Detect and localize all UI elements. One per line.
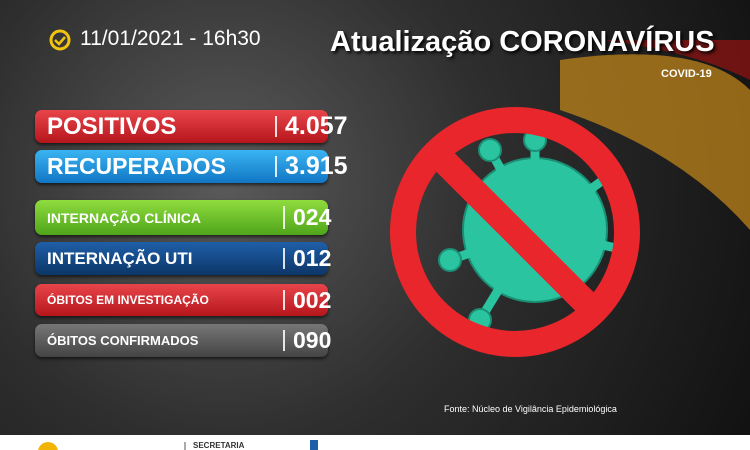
stat-row: ÓBITOS CONFIRMADOS 090 xyxy=(35,324,332,357)
stat-row: ÓBITOS EM INVESTIGAÇÃO 002 xyxy=(35,284,332,316)
source: Fonte: Núcleo de Vigilância Epidemiológi… xyxy=(444,404,617,414)
stat-value: 002 xyxy=(293,286,332,313)
stat-row: INTERNAÇÃO UTI 012 xyxy=(35,242,332,275)
stat-label: ÓBITOS EM INVESTIGAÇÃO xyxy=(47,293,209,307)
stat-row: RECUPERADOS 3.915 xyxy=(35,150,348,183)
stat-value: 024 xyxy=(293,204,332,230)
stat-value: 4.057 xyxy=(285,112,348,140)
stat-label: INTERNAÇÃO UTI xyxy=(47,248,193,268)
subtitle: COVID-19 xyxy=(661,68,712,80)
separator xyxy=(275,116,277,137)
stat-value: 012 xyxy=(293,245,332,271)
footer-text: SECRETARIA xyxy=(193,441,245,450)
stat-value: 090 xyxy=(293,327,332,353)
stat-label: ÓBITOS CONFIRMADOS xyxy=(47,333,199,348)
title: Atualização CORONAVÍRUS xyxy=(330,26,715,58)
stat-label: INTERNAÇÃO CLÍNICA xyxy=(47,209,201,226)
stat-label: RECUPERADOS xyxy=(47,153,226,179)
stat-label: POSITIVOS xyxy=(47,112,177,140)
stat-value: 3.915 xyxy=(285,152,348,180)
separator xyxy=(283,330,285,351)
stat-row: POSITIVOS 4.057 xyxy=(35,110,348,143)
date-time: 11/01/2021 - 16h30 xyxy=(80,27,261,50)
separator xyxy=(283,290,285,310)
stat-row: INTERNAÇÃO CLÍNICA 024 xyxy=(35,200,332,235)
separator xyxy=(283,206,285,229)
separator xyxy=(275,156,277,177)
separator xyxy=(283,248,285,269)
